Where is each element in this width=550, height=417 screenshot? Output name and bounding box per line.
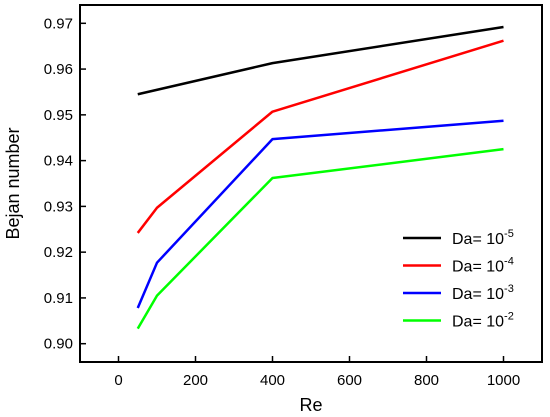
x-axis-label: Re [299, 395, 322, 415]
y-tick-label: 0.92 [44, 244, 73, 261]
legend-label: Da= 10-2 [452, 311, 514, 331]
series-line-3 [136, 119, 504, 309]
series-line-2 [136, 39, 504, 234]
legend-label: Da= 10-3 [452, 283, 514, 303]
x-tick-label: 1000 [487, 372, 520, 389]
x-tick-label: 400 [260, 372, 285, 389]
x-tick-label: 600 [337, 372, 362, 389]
series-line-4 [136, 147, 504, 330]
x-tick-label: 0 [114, 372, 122, 389]
legend-label: Da= 10-5 [452, 228, 514, 248]
y-tick-label: 0.93 [44, 198, 73, 215]
y-tick-label: 0.90 [44, 336, 73, 353]
legend-label: Da= 10-4 [452, 256, 514, 276]
legend: Da= 10-5 Da= 10-4 Da= 10-3 Da= 10-2 [403, 228, 514, 331]
x-tick-label: 200 [183, 372, 208, 389]
x-tick-label: 800 [414, 372, 439, 389]
series-lines [136, 25, 504, 330]
y-tick-label: 0.97 [44, 15, 73, 32]
y-tick-label: 0.94 [44, 153, 73, 170]
y-axis-label: Bejan number [3, 127, 23, 239]
y-tick-label: 0.95 [44, 107, 73, 124]
y-tick-label: 0.91 [44, 290, 73, 307]
plot-frame [79, 4, 543, 363]
series-line-1 [137, 25, 504, 96]
y-tick-label: 0.96 [44, 61, 73, 78]
axes: 0 200 400 600 800 1000 0.90 0.91 0.92 0.93 0.94 0.9… [44, 4, 543, 389]
